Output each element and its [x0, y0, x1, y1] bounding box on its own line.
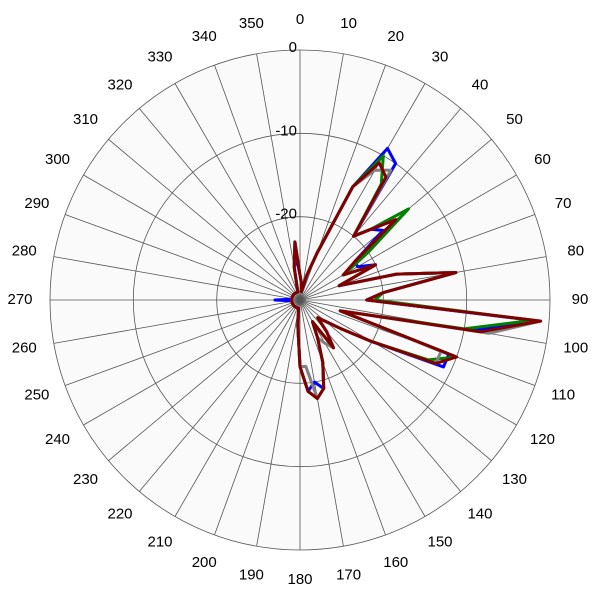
angle-label: 270: [7, 291, 32, 308]
angle-label: 100: [563, 340, 588, 357]
angle-label: 110: [551, 387, 575, 404]
spoke: [83, 174, 301, 301]
angle-label: 160: [383, 554, 408, 571]
angle-label: 190: [239, 567, 264, 584]
spoke: [299, 299, 517, 426]
angle-label: 20: [387, 28, 404, 45]
angle-label: 30: [432, 48, 449, 65]
angle-label: 210: [147, 533, 172, 550]
spoke: [299, 53, 344, 301]
spoke: [299, 174, 517, 301]
spoke: [299, 83, 426, 301]
r-tick-label: -10: [275, 122, 297, 139]
angle-label: 140: [467, 505, 492, 522]
angle-label: 240: [45, 431, 70, 448]
spoke: [299, 108, 462, 301]
spoke: [174, 299, 301, 517]
angle-label: 70: [555, 195, 572, 212]
angle-label: 150: [427, 533, 452, 550]
angle-label: 330: [147, 48, 172, 65]
angle-label: 350: [239, 15, 264, 32]
angle-label: 300: [45, 151, 70, 168]
angle-label: 50: [506, 111, 523, 128]
angle-label: 220: [108, 505, 133, 522]
series-line: [290, 161, 543, 400]
angle-label: 260: [12, 340, 37, 357]
r-tick-label: -20: [275, 206, 297, 223]
angle-label: 170: [336, 567, 361, 584]
spoke: [256, 299, 301, 547]
angle-label: 290: [24, 195, 49, 212]
r-tick-label: 0: [289, 39, 297, 56]
spoke: [138, 108, 301, 301]
spoke: [83, 299, 301, 426]
spoke: [174, 83, 301, 301]
spoke: [64, 299, 301, 386]
ring: [132, 132, 468, 468]
spoke: [299, 256, 547, 301]
spoke: [108, 138, 301, 301]
angle-label: 320: [108, 76, 133, 93]
spoke: [299, 299, 426, 517]
angle-label: 310: [73, 111, 98, 128]
spoke: [53, 299, 301, 344]
spoke: [299, 299, 492, 462]
angle-label: 10: [340, 15, 357, 32]
spoke: [64, 214, 301, 301]
angle-label: 90: [572, 291, 589, 308]
spoke: [299, 299, 344, 547]
ring: [49, 49, 551, 551]
angle-label: 180: [287, 571, 312, 588]
angle-label: 200: [192, 554, 217, 571]
angle-label: 60: [534, 151, 551, 168]
spoke: [214, 64, 301, 301]
angle-label: 0: [296, 11, 304, 28]
spoke: [299, 299, 386, 536]
spoke: [53, 256, 301, 301]
angle-label: 130: [502, 471, 527, 488]
angle-label: 250: [24, 387, 49, 404]
spoke: [138, 299, 301, 492]
angle-label: 230: [73, 471, 98, 488]
angle-label: 80: [567, 242, 584, 259]
spoke: [214, 299, 301, 536]
angle-label: 120: [530, 431, 555, 448]
spoke: [256, 53, 301, 301]
angle-label: 280: [12, 242, 37, 259]
angle-label: 40: [472, 76, 489, 93]
angle-label: 340: [192, 28, 217, 45]
spoke: [108, 299, 301, 462]
